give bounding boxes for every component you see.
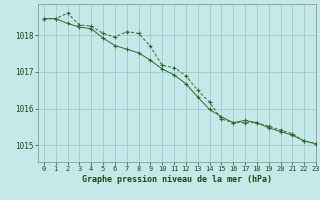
X-axis label: Graphe pression niveau de la mer (hPa): Graphe pression niveau de la mer (hPa)	[82, 175, 272, 184]
